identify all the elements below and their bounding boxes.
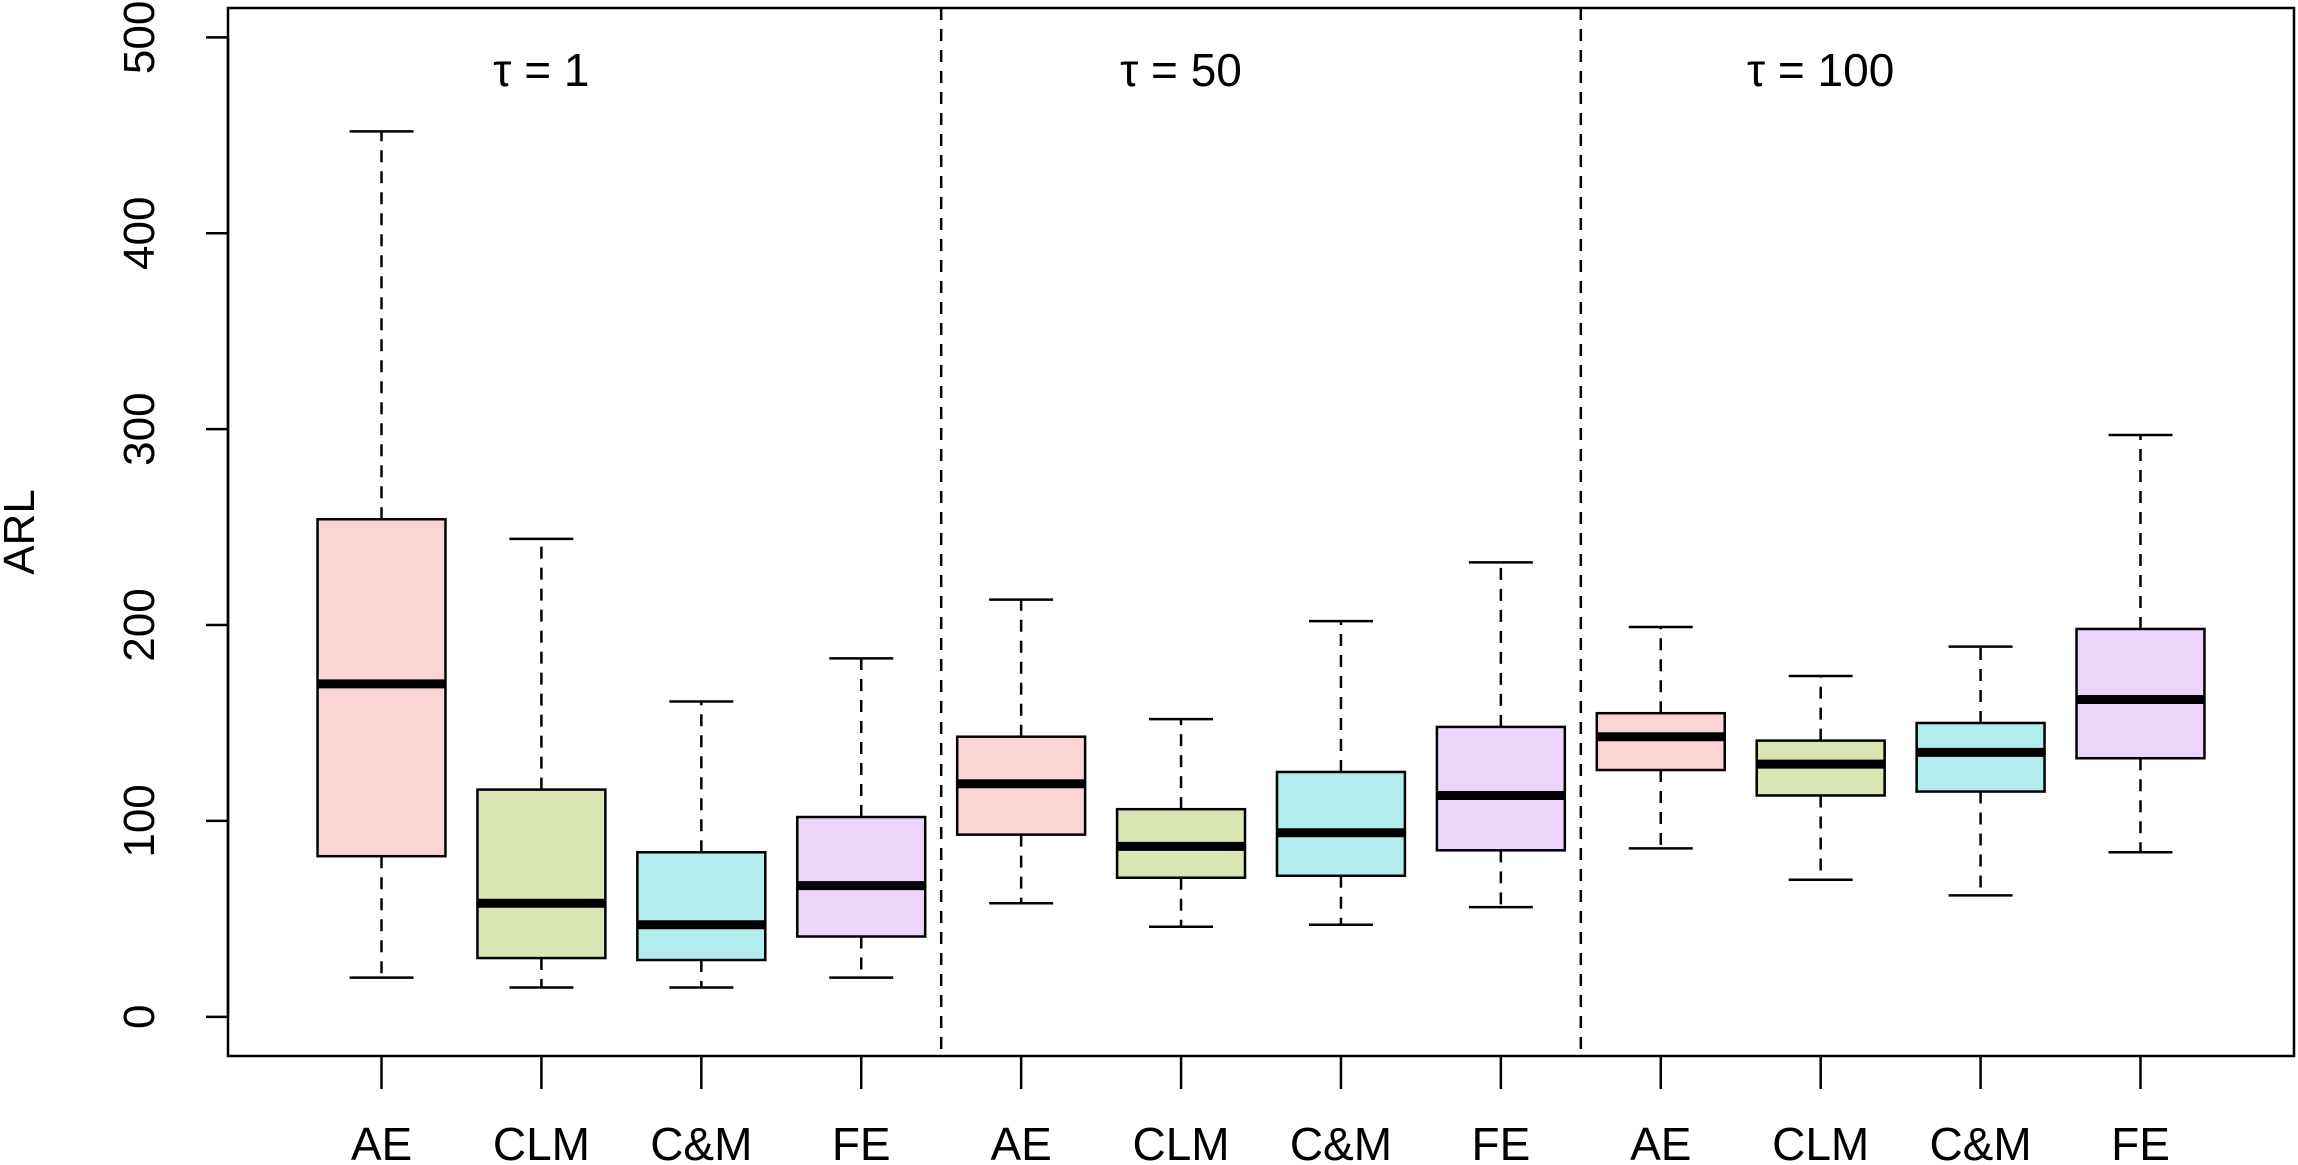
boxes bbox=[316, 130, 2206, 989]
box-body bbox=[636, 851, 767, 962]
y-axis-label: ARL bbox=[0, 489, 44, 575]
group-labels: τ = 1 τ = 50 τ = 100 bbox=[493, 44, 1894, 96]
box-2 bbox=[476, 537, 607, 989]
x-tick-label: CLM bbox=[1132, 1118, 1229, 1165]
group-label: τ = 1 bbox=[493, 44, 589, 96]
box-3 bbox=[636, 700, 767, 989]
x-axis: AE CLM C&M FE AE CLM C&M FE AE CLM C&M FE bbox=[351, 1056, 2170, 1165]
box-body bbox=[476, 788, 607, 960]
box-body bbox=[1915, 721, 2046, 793]
box-7 bbox=[1275, 619, 1407, 927]
x-tick-label: CLM bbox=[493, 1118, 590, 1165]
box-9 bbox=[1595, 625, 1726, 850]
box-8 bbox=[1435, 561, 1567, 909]
box-body bbox=[796, 815, 927, 938]
y-tick-label: 300 bbox=[115, 392, 164, 465]
box-10 bbox=[1755, 674, 1886, 881]
x-tick-label: AE bbox=[990, 1118, 1051, 1165]
x-tick-label: C&M bbox=[1290, 1118, 1392, 1165]
x-tick-label: CLM bbox=[1772, 1118, 1869, 1165]
y-tick-label: 100 bbox=[115, 784, 164, 857]
box-1 bbox=[316, 130, 447, 979]
y-tick-label: 0 bbox=[115, 1005, 164, 1029]
box-body bbox=[1435, 725, 1567, 852]
box-4 bbox=[796, 657, 927, 979]
x-tick-label: FE bbox=[832, 1118, 891, 1165]
y-tick-label: 200 bbox=[115, 588, 164, 661]
x-tick-label: FE bbox=[1471, 1118, 1530, 1165]
x-tick-label: AE bbox=[1630, 1118, 1691, 1165]
box-5 bbox=[955, 598, 1087, 905]
box-6 bbox=[1115, 717, 1247, 928]
y-axis: 0 100 200 300 400 500 bbox=[115, 1, 230, 1029]
box-12 bbox=[2075, 433, 2206, 854]
box-body bbox=[1275, 770, 1407, 878]
box-body bbox=[2075, 627, 2206, 760]
x-tick-label: AE bbox=[351, 1118, 412, 1165]
y-tick-label: 400 bbox=[115, 197, 164, 270]
box-11 bbox=[1915, 645, 2046, 897]
group-label: τ = 100 bbox=[1747, 44, 1894, 96]
group-separators bbox=[939, 8, 1583, 1056]
box-body bbox=[1595, 711, 1726, 772]
x-tick-label: C&M bbox=[1929, 1118, 2031, 1165]
y-tick-label: 500 bbox=[115, 1, 164, 74]
x-tick-label: FE bbox=[2111, 1118, 2170, 1165]
x-tick-label: C&M bbox=[650, 1118, 752, 1165]
group-label: τ = 50 bbox=[1120, 44, 1242, 96]
